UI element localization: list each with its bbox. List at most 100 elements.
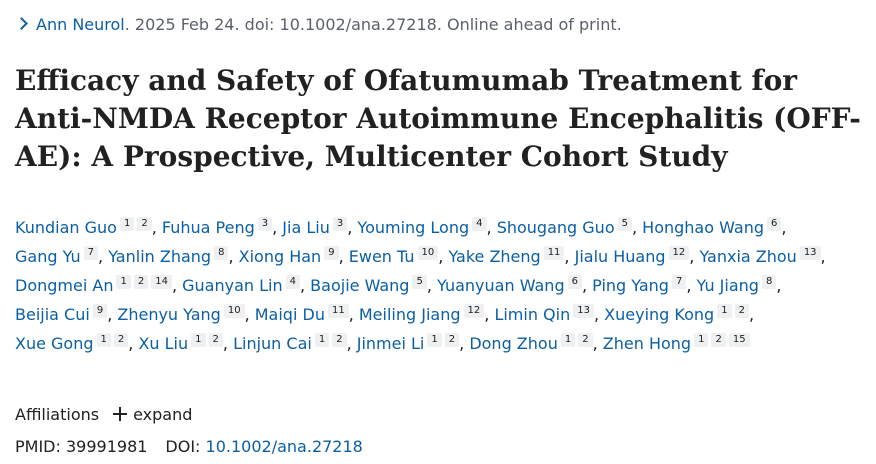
- author-separator: ,: [459, 334, 465, 353]
- author-name-link[interactable]: Xueying Kong: [604, 305, 715, 324]
- affiliation-badge[interactable]: 1: [116, 275, 131, 289]
- author-item: Jinmei Li 1 2,: [356, 333, 465, 353]
- author-name-link[interactable]: Xu Liu: [138, 334, 189, 353]
- affiliation-badge[interactable]: 13: [573, 304, 594, 318]
- author-name-link[interactable]: Ping Yang: [592, 276, 669, 295]
- affiliation-badge[interactable]: 12: [668, 246, 690, 260]
- expand-label[interactable]: expand: [133, 405, 193, 424]
- author-name-link[interactable]: Shougang Guo: [496, 218, 615, 237]
- author-name-link[interactable]: Yu Jiang: [696, 276, 759, 295]
- pmid-value: 39991981: [65, 437, 148, 456]
- journal-link[interactable]: Ann Neurol: [36, 15, 125, 34]
- author-name-link[interactable]: Limin Qin: [494, 305, 571, 324]
- affiliation-badge[interactable]: 4: [285, 275, 300, 289]
- affiliation-badge[interactable]: 3: [257, 217, 273, 231]
- affiliation-badge[interactable]: 9: [324, 246, 339, 260]
- author-separator: ,: [299, 276, 306, 295]
- doi-label: DOI:: [165, 437, 201, 456]
- affiliation-badge[interactable]: 7: [83, 246, 99, 260]
- chevron-right-icon[interactable]: [15, 17, 28, 30]
- author-item: Yake Zheng 11,: [448, 246, 570, 266]
- affiliation-badge[interactable]: 11: [327, 304, 349, 318]
- author-name-link[interactable]: Honghao Wang: [642, 218, 765, 237]
- author-name-link[interactable]: Yake Zheng: [448, 247, 541, 266]
- author-name-link[interactable]: Fuhua Peng: [161, 218, 255, 237]
- affiliation-badge[interactable]: 2: [208, 333, 223, 347]
- author-name-link[interactable]: Yanxia Zhou: [699, 247, 797, 266]
- affiliation-badge[interactable]: 15: [728, 333, 750, 347]
- affiliation-badge[interactable]: 10: [417, 246, 439, 260]
- author-name-link[interactable]: Linjun Cai: [233, 334, 312, 353]
- author-separator: ,: [781, 218, 787, 237]
- affiliation-badge[interactable]: 9: [92, 304, 108, 318]
- author-item: Zhenyu Yang 10,: [117, 304, 250, 324]
- affiliation-badge[interactable]: 12: [463, 304, 485, 318]
- author-separator: ,: [338, 247, 344, 266]
- author-item: Jia Liu 3,: [282, 217, 352, 237]
- author-item: Dongmei An 1 2 14,: [15, 275, 177, 295]
- affiliation-badge[interactable]: 1: [694, 333, 709, 347]
- affiliation-badge[interactable]: 13: [799, 246, 821, 260]
- author-name-link[interactable]: Yanlin Zhang: [108, 247, 212, 266]
- affiliation-badge[interactable]: 2: [711, 333, 726, 347]
- affiliation-badge[interactable]: 10: [223, 304, 245, 318]
- author-name-link[interactable]: Xue Gong: [15, 334, 94, 353]
- author-name-link[interactable]: Ewen Tu: [348, 247, 415, 266]
- affiliation-badge[interactable]: 6: [767, 217, 782, 231]
- affiliation-badge[interactable]: 2: [332, 333, 347, 347]
- affiliation-badge[interactable]: 1: [119, 217, 135, 231]
- affiliation-badge[interactable]: 7: [671, 275, 687, 289]
- author-name-link[interactable]: Zhen Hong: [602, 334, 692, 353]
- author-item: Zhen Hong 1 2 15: [602, 333, 750, 353]
- author-name-link[interactable]: Guanyan Lin: [182, 276, 283, 295]
- affiliation-badge[interactable]: 2: [133, 275, 149, 289]
- author-name-link[interactable]: Dong Zhou: [469, 334, 558, 353]
- author-item: Maiqi Du 11,: [254, 304, 354, 324]
- author-name-link[interactable]: Jinmei Li: [356, 334, 425, 353]
- author-name-link[interactable]: Dongmei An: [15, 276, 114, 295]
- affiliation-badge[interactable]: 2: [734, 304, 749, 318]
- author-item: Guanyan Lin 4,: [182, 275, 306, 295]
- affiliation-badge[interactable]: 1: [427, 333, 442, 347]
- affiliation-badge[interactable]: 11: [543, 246, 565, 260]
- citation-line: Ann Neurol. 2025 Feb 24. doi: 10.1002/an…: [15, 13, 865, 37]
- affiliation-badge[interactable]: 3: [332, 217, 348, 231]
- affiliation-badge[interactable]: 1: [96, 333, 111, 347]
- author-item: Beijia Cui 9,: [15, 304, 112, 324]
- author-name-link[interactable]: Youming Long: [357, 218, 470, 237]
- author-name-link[interactable]: Beijia Cui: [15, 305, 90, 324]
- doi-link[interactable]: 10.1002/ana.27218: [205, 437, 363, 456]
- affiliation-badge[interactable]: 2: [578, 333, 593, 347]
- affiliations-toggle[interactable]: Affiliations expand: [15, 403, 192, 427]
- affiliation-badge[interactable]: 8: [214, 246, 229, 260]
- author-name-link[interactable]: Xiong Han: [238, 247, 322, 266]
- author-item: Xiong Han 9,: [238, 246, 344, 266]
- affiliation-badge[interactable]: 1: [314, 333, 330, 347]
- author-name-link[interactable]: Baojie Wang: [310, 276, 410, 295]
- author-name-link[interactable]: Kundian Guo: [15, 218, 117, 237]
- affiliation-badge[interactable]: 5: [617, 217, 632, 231]
- author-name-link[interactable]: Jia Liu: [282, 218, 330, 237]
- author-name-link[interactable]: Meiling Jiang: [358, 305, 461, 324]
- author-item: Linjun Cai 1 2,: [233, 333, 352, 353]
- affiliation-badge[interactable]: 1: [560, 333, 576, 347]
- author-separator: ,: [820, 247, 826, 266]
- author-name-link[interactable]: Maiqi Du: [254, 305, 325, 324]
- affiliation-badge[interactable]: 1: [717, 304, 732, 318]
- author-name-link[interactable]: Yuanyuan Wang: [437, 276, 565, 295]
- affiliation-badge[interactable]: 1: [191, 333, 206, 347]
- affiliation-badge[interactable]: 4: [472, 217, 487, 231]
- affiliation-badge[interactable]: 2: [444, 333, 460, 347]
- affiliation-badge[interactable]: 2: [113, 333, 129, 347]
- author-name-link[interactable]: Zhenyu Yang: [117, 305, 221, 324]
- affiliation-badge[interactable]: 8: [761, 275, 777, 289]
- author-item: Jialu Huang 12,: [574, 246, 694, 266]
- author-name-link[interactable]: Jialu Huang: [574, 247, 666, 266]
- author-name-link[interactable]: Gang Yu: [15, 247, 81, 266]
- plus-icon[interactable]: [113, 407, 128, 421]
- affiliation-badge[interactable]: 5: [412, 275, 427, 289]
- affiliation-badge[interactable]: 2: [137, 217, 152, 231]
- affiliation-badge[interactable]: 14: [151, 275, 172, 289]
- author-separator: ,: [593, 305, 600, 324]
- affiliation-badge[interactable]: 6: [567, 275, 582, 289]
